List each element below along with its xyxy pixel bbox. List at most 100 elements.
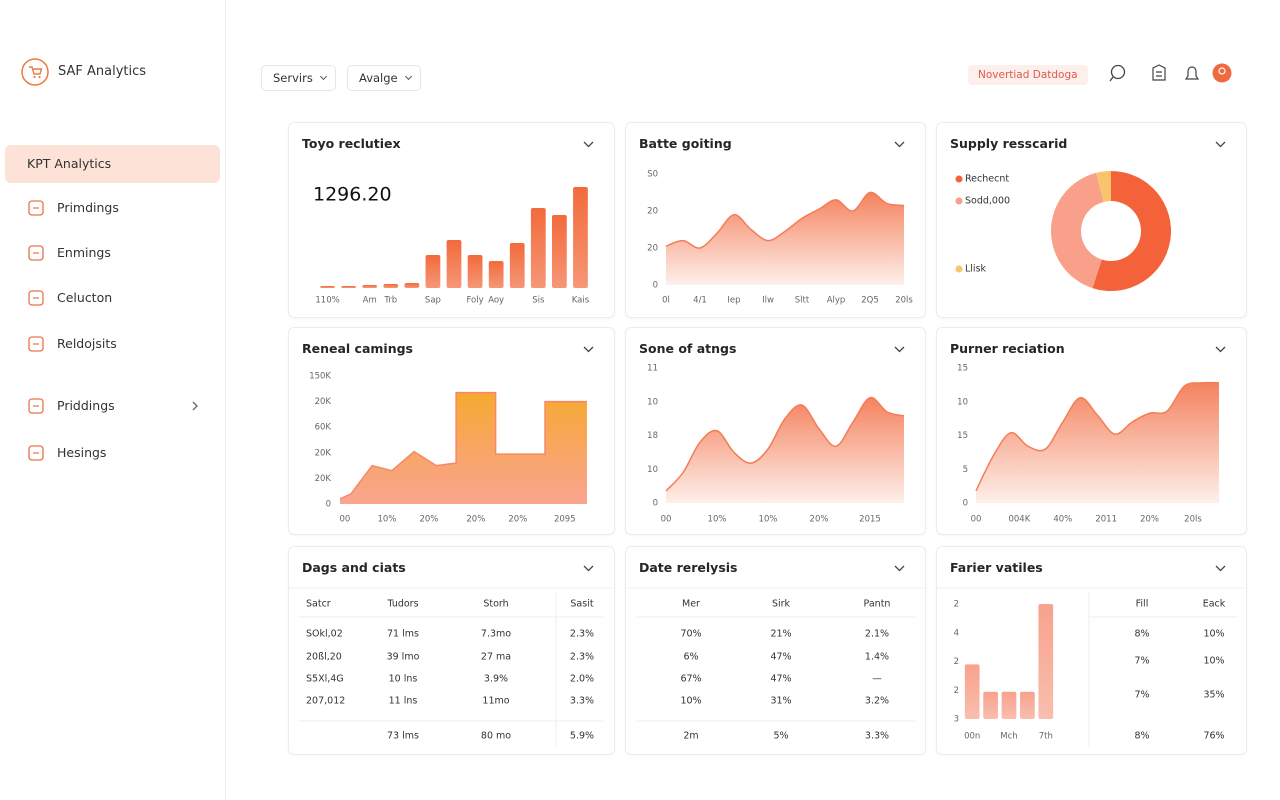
table-cell: 2m: [683, 731, 698, 742]
x-tick-label: 0l: [662, 296, 670, 306]
y-tick-label: 11: [647, 364, 658, 374]
nav-item[interactable]: Reldojsits: [5, 325, 220, 363]
x-tick-label: 10%: [708, 515, 727, 525]
column-header: Sasit: [570, 599, 593, 610]
y-tick-label: 20K: [315, 448, 332, 458]
table-cell: 7%: [1134, 656, 1149, 667]
card-menu[interactable]: [583, 141, 594, 148]
y-tick-label: 10: [647, 397, 658, 407]
table-cell: 39 lmo: [387, 652, 420, 663]
table-cell: 10%: [1203, 656, 1224, 667]
column-header: Eack: [1203, 599, 1226, 610]
avatar[interactable]: [1212, 63, 1232, 83]
card-title: Dags and ciats: [302, 560, 406, 575]
card-menu[interactable]: [1215, 346, 1226, 353]
table-cell: 21%: [770, 629, 791, 640]
nav-item[interactable]: KPT Analytics: [5, 145, 220, 183]
card-title: Toyo reclutiex: [302, 136, 401, 151]
org-icon[interactable]: [1152, 64, 1166, 81]
logo: [21, 58, 49, 86]
icon-shape: [28, 290, 44, 306]
nav-item[interactable]: Enmings: [5, 234, 220, 272]
table-cell: 2.1%: [865, 629, 889, 640]
legend-label: Rechecnt: [965, 174, 1009, 185]
icon-shape: [28, 398, 44, 414]
y-tick-label: 20: [647, 244, 658, 254]
card-menu[interactable]: [894, 141, 905, 148]
x-tick-label: 00: [661, 515, 672, 525]
card-canvas: Rechecnt Sodd,000 Llisk: [955, 141, 1226, 291]
x-tick-label: 110%: [315, 296, 339, 306]
legend-label: Sodd,000: [965, 196, 1010, 207]
table-cell: 8%: [1134, 731, 1149, 742]
bar: [320, 286, 335, 288]
table-footer-cell: 5.9%: [570, 731, 594, 742]
y-tick-label: 2: [954, 600, 959, 610]
nav-item[interactable]: Priddings: [5, 387, 220, 425]
chevron: [192, 401, 198, 411]
brand: SAF Analytics: [58, 64, 147, 79]
nav-label: Priddings: [57, 398, 115, 413]
y-tick-label: 10: [957, 397, 968, 407]
card-title: Farier vatiles: [950, 560, 1043, 575]
card-menu[interactable]: [583, 565, 594, 572]
y-tick-label: 20: [647, 207, 658, 217]
table-footer-cell: 80 mo: [481, 731, 511, 742]
table-cell: 35%: [1203, 690, 1224, 701]
bar: [552, 215, 567, 288]
card-title: Date rerelysis: [639, 560, 738, 575]
y-tick-label: 2: [954, 686, 959, 696]
table-cell: 11 lns: [389, 696, 418, 707]
filter-dropdown[interactable]: Servirs: [261, 65, 336, 91]
card: Farier vatiles 00n Mch 7th 2 4 2 2 3 Fill Eack 8% 10…: [936, 546, 1247, 755]
nav-label: KPT Analytics: [27, 156, 112, 171]
table-cell: 5%: [773, 731, 788, 742]
line: [665, 191, 905, 249]
bar: [446, 240, 462, 288]
x-tick-label: 7th: [1039, 732, 1053, 742]
table-cell: 6%: [683, 652, 698, 663]
card: Toyo reclutiex 1296.20 110% Am Trb Sap Foly Aoy…: [288, 122, 615, 318]
column-header: Fill: [1136, 599, 1149, 610]
nav-icon: [28, 200, 44, 216]
table-cell: 31%: [770, 696, 791, 707]
card-menu[interactable]: [894, 565, 905, 572]
card-menu[interactable]: [1215, 141, 1226, 148]
nav-chevron: [192, 401, 198, 411]
card-canvas: 00 004K 40% 2011 20% 20ls 0 5 15 10 15: [957, 346, 1226, 525]
card-menu[interactable]: [583, 346, 594, 353]
card: Dags and ciats Satcr Tudors Storh Sasit SOkl,…: [288, 546, 615, 755]
bar: [1038, 604, 1054, 719]
x-tick-label: Am: [363, 296, 377, 306]
card-menu[interactable]: [894, 346, 905, 353]
search-icon[interactable]: [1110, 64, 1126, 80]
area: [340, 392, 587, 504]
icon-shape: [28, 445, 44, 461]
card-title: Sone of atngs: [639, 341, 737, 356]
table-cell: —: [872, 674, 882, 685]
line: [975, 381, 1220, 492]
legend-label: Llisk: [965, 264, 987, 275]
x-tick-label: 2015: [859, 515, 881, 525]
nav-item[interactable]: Hesings: [5, 434, 220, 472]
card-menu[interactable]: [1215, 565, 1226, 572]
nav-icon: [28, 336, 44, 352]
filter-dropdown[interactable]: Avalge: [347, 65, 421, 91]
table-cell: 3.3%: [570, 696, 594, 707]
table-cell: 2.3%: [570, 652, 594, 663]
table-cell: 27 ma: [481, 652, 511, 663]
card-canvas: Satcr Tudors Storh Sasit SOkl,02 71 lms 7.3mo 2…: [289, 565, 614, 747]
table-cell: 8%: [1134, 629, 1149, 640]
y-tick-label: 15: [957, 431, 968, 441]
x-tick-label: 2Q5: [861, 296, 879, 306]
nav-item[interactable]: Celucton: [5, 279, 220, 317]
nav-label: Reldojsits: [57, 336, 117, 351]
badge[interactable]: Novertiad Datdoga: [968, 65, 1088, 85]
bell-icon[interactable]: [1184, 66, 1200, 80]
nav-item[interactable]: Primdings: [5, 189, 220, 227]
area: [666, 192, 904, 285]
card: Date rerelysis Mer Sirk Pantn 70% 21% 2.1% 6% 47…: [625, 546, 926, 755]
bar: [1020, 691, 1035, 719]
table-cell: 10 lns: [389, 674, 418, 685]
